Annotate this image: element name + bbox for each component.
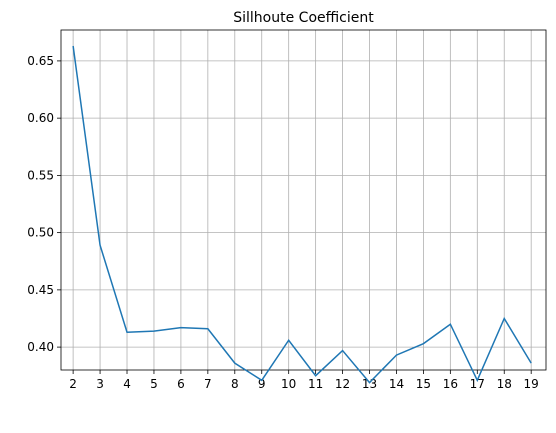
x-tick-label: 8 [231,377,239,391]
y-tick-label: 0.55 [27,168,54,182]
x-tick-label: 15 [416,377,431,391]
y-tick-label: 0.40 [27,340,54,354]
x-tick-label: 9 [258,377,266,391]
y-tick-label: 0.50 [27,226,54,240]
plot-frame [60,29,547,371]
x-tick-label: 11 [308,377,323,391]
x-tick-label: 14 [389,377,404,391]
x-tick-label: 16 [443,377,458,391]
x-tick-label: 12 [335,377,350,391]
y-tick-label: 0.65 [27,54,54,68]
x-tick-label: 17 [470,377,485,391]
x-tick-label: 5 [150,377,158,391]
chart-title: Sillhoute Coefficient [233,10,374,26]
x-tick-label: 7 [204,377,212,391]
x-tick-label: 6 [177,377,185,391]
x-tick-label: 4 [123,377,131,391]
line [72,45,532,384]
x-tick-label: 13 [362,377,377,391]
x-tick-label: 10 [281,377,296,391]
x-tick-label: 2 [69,377,77,391]
x-tick-label: 18 [497,377,512,391]
x-tick-label: 3 [96,377,104,391]
x-tick-label: 19 [524,377,539,391]
y-tick-label: 0.45 [27,283,54,297]
y-tick-label: 0.60 [27,111,54,125]
